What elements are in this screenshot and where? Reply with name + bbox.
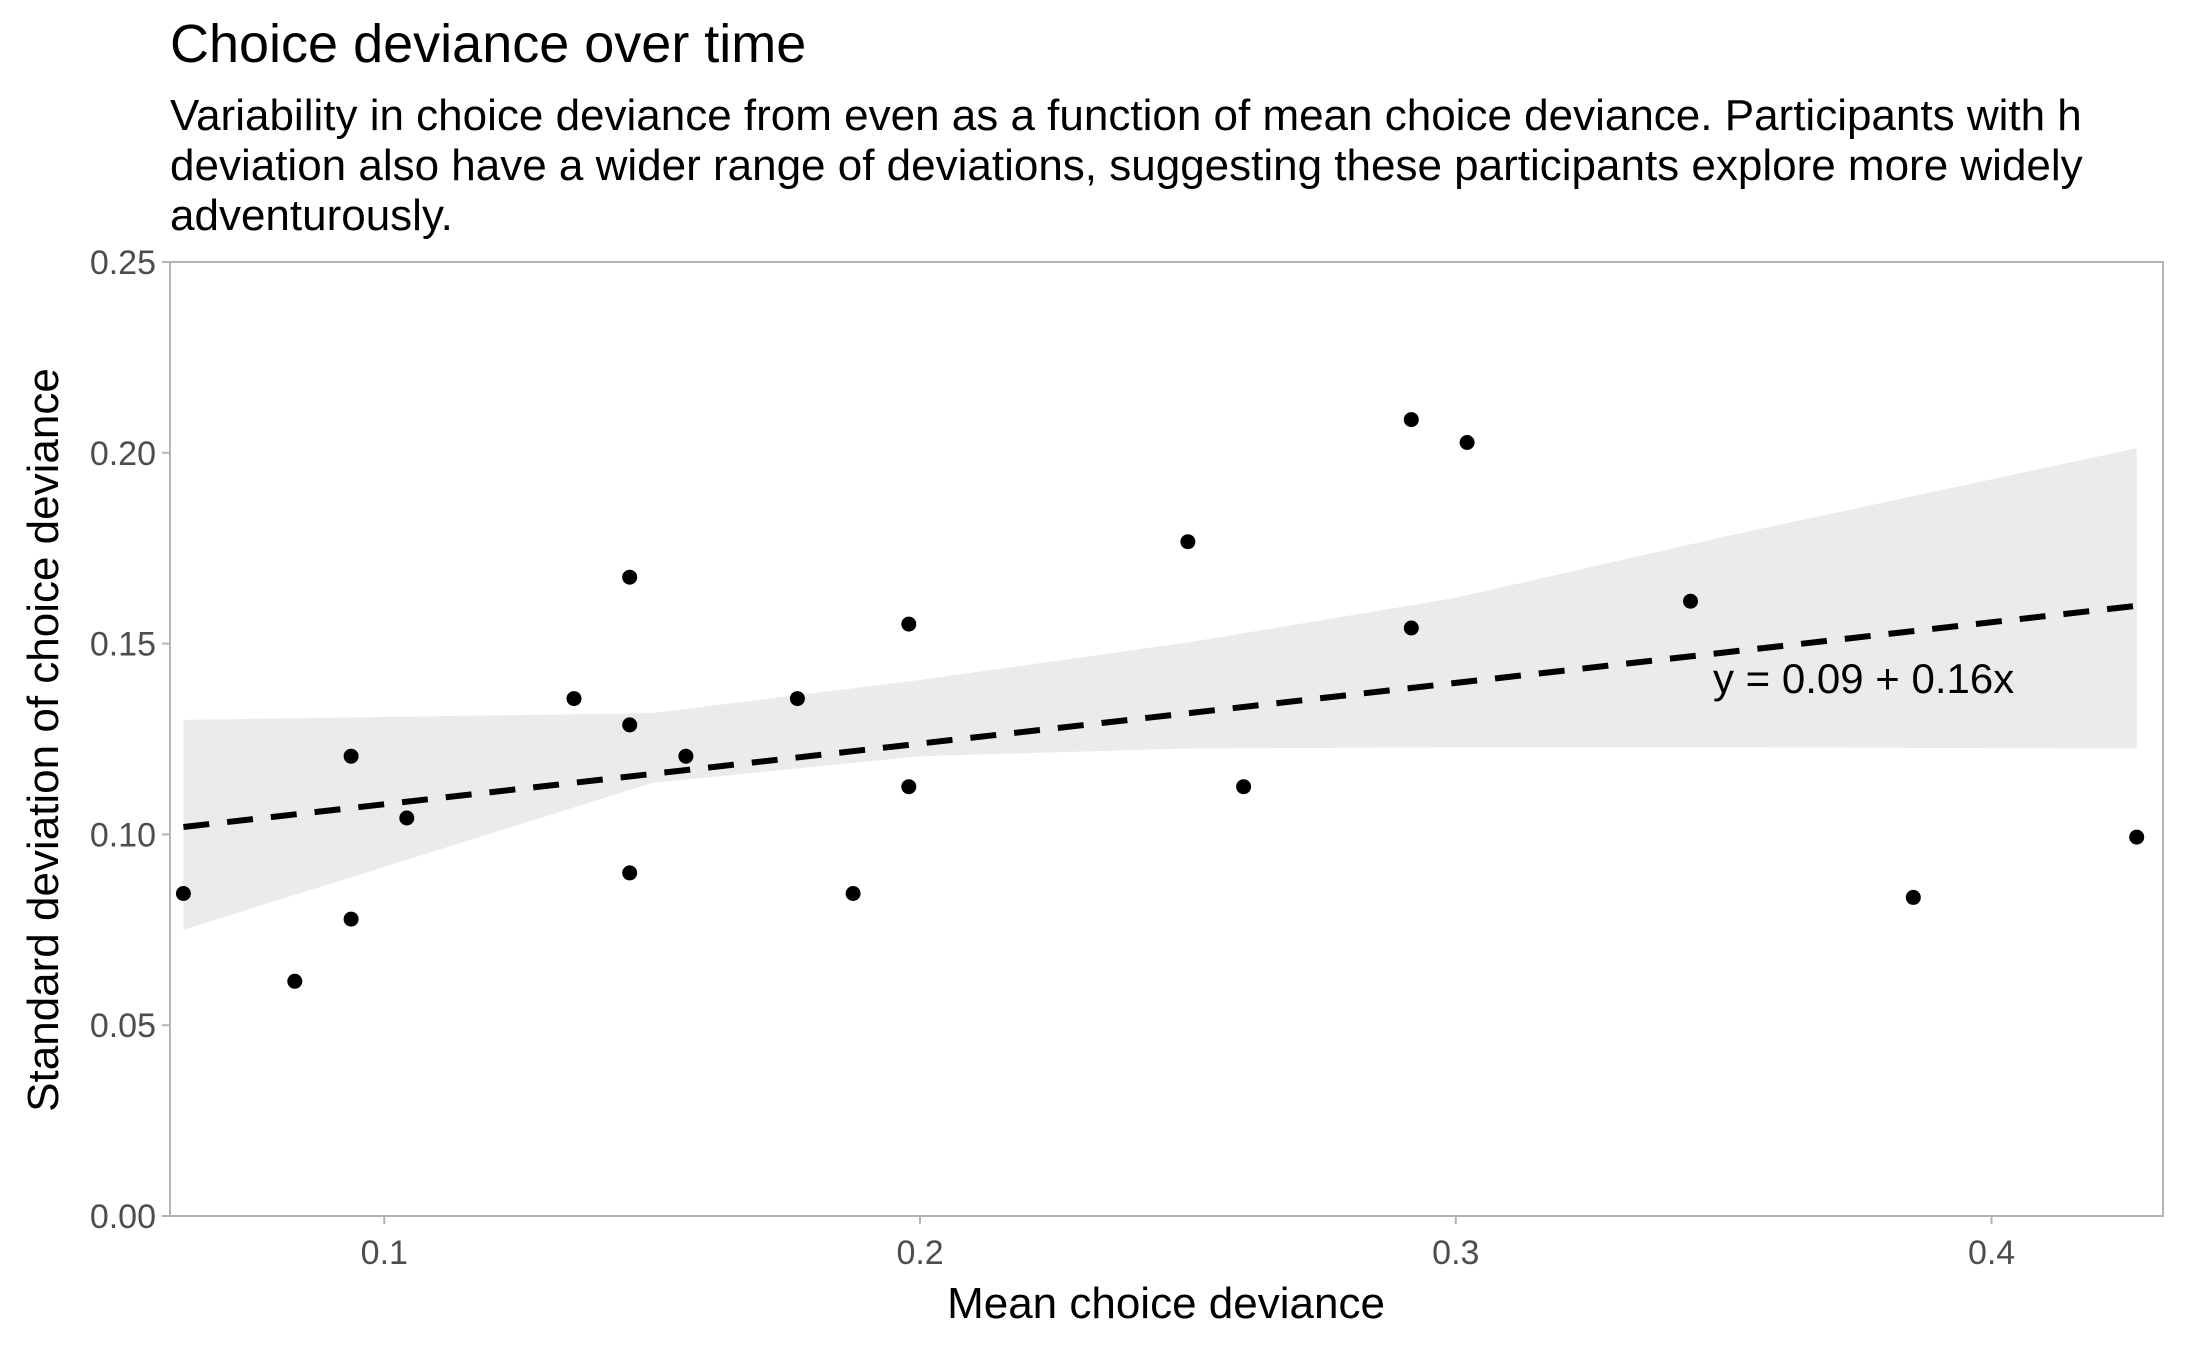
data-point-11	[789, 691, 805, 707]
x-tick-label: 0.2	[896, 1234, 943, 1272]
confidence-band	[183, 448, 2137, 930]
data-point-1	[175, 886, 191, 901]
data-point-7	[622, 569, 638, 585]
data-point-2	[287, 973, 303, 989]
data-point-14	[901, 779, 917, 795]
fit-equation-label: y = 0.09 + 0.16x	[1713, 655, 2014, 702]
data-point-18	[1403, 620, 1419, 636]
data-point-3	[343, 748, 359, 764]
x-tick-label: 0.3	[1432, 1234, 1479, 1272]
fit-line	[183, 602, 2138, 830]
chart-subtitle-line-2: deviation also have a wider range of dev…	[170, 141, 2083, 190]
data-point-9	[622, 865, 638, 881]
data-point-13	[901, 616, 917, 632]
data-point-10	[678, 748, 694, 764]
data-point-21	[1905, 889, 1921, 905]
y-tick-label: 0.05	[90, 1007, 156, 1045]
y-axis-title: Standard deviation of choice deviance	[19, 368, 68, 1112]
y-tick-label: 0.15	[90, 626, 156, 664]
data-point-4	[343, 911, 359, 927]
data-point-16	[1236, 779, 1252, 795]
y-tick-label: 0.20	[90, 435, 156, 473]
data-point-12	[845, 886, 861, 901]
plot-area: y = 0.09 + 0.16x 0.00 0.05 0.10 0.15 0.20 0.25…	[90, 244, 2164, 1272]
data-point-17	[1403, 412, 1419, 428]
data-point-15	[1180, 534, 1196, 550]
y-tick-label: 0.00	[90, 1198, 156, 1236]
y-tick-label: 0.10	[90, 816, 156, 854]
data-point-8	[622, 717, 638, 733]
data-point-22	[2129, 829, 2145, 845]
x-tick-label: 0.1	[361, 1234, 408, 1272]
chart-title: Choice deviance over time	[170, 14, 806, 74]
chart-subtitle-line-1: Variability in choice deviance from even…	[170, 91, 2082, 140]
x-tick-label: 0.4	[1968, 1234, 2015, 1272]
panel-border	[169, 261, 2164, 1217]
data-point-20	[1683, 593, 1698, 609]
chart-subtitle-line-3: adventurously.	[170, 191, 453, 240]
data-point-6	[566, 691, 582, 707]
data-point-19	[1459, 435, 1475, 450]
x-axis-title: Mean choice deviance	[947, 1279, 1385, 1328]
y-tick-label: 0.25	[90, 244, 156, 282]
data-point-5	[399, 810, 415, 826]
